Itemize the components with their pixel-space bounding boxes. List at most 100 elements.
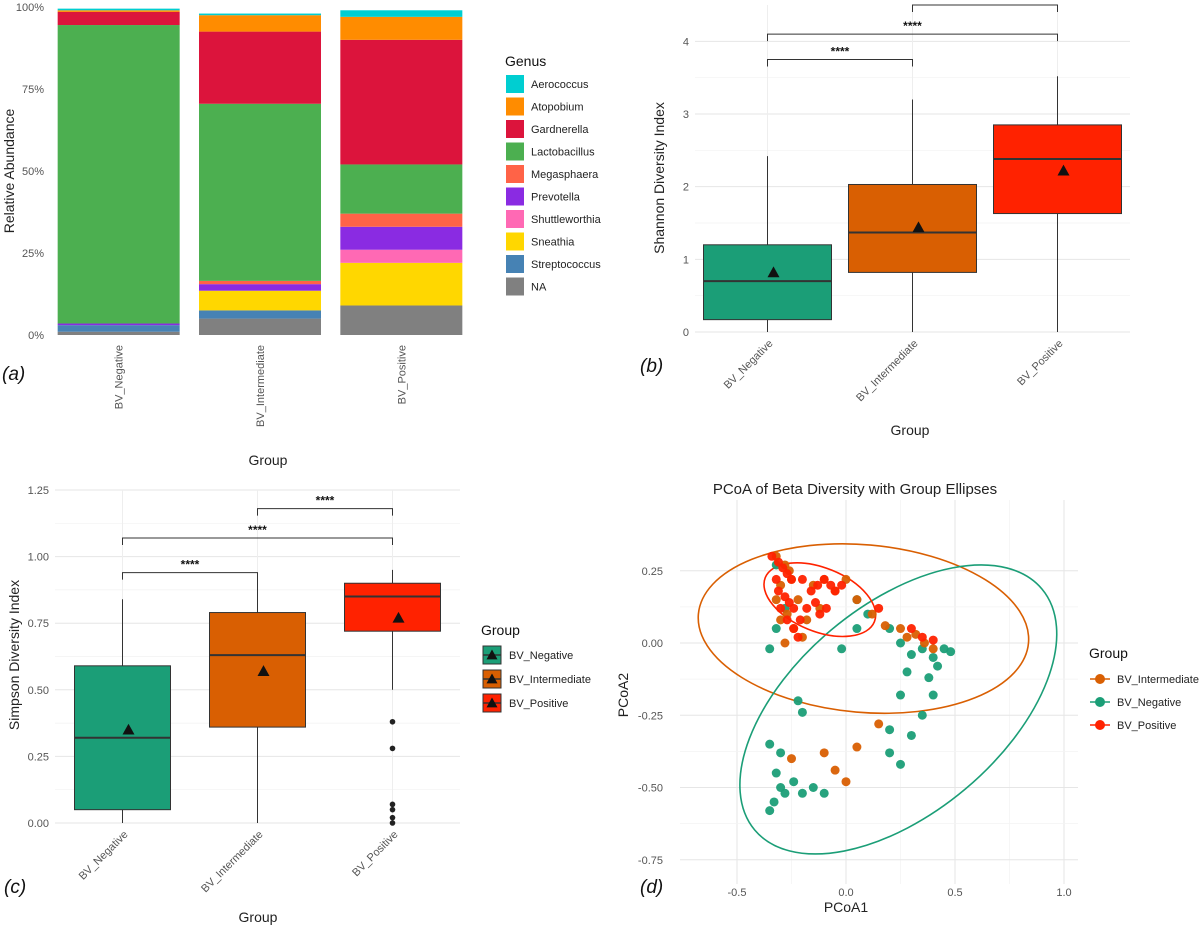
scatter-point-bv-positive-4 [787, 574, 796, 584]
legend-label-lactobacillus: Lactobacillus [531, 147, 595, 159]
bar-segment-bv-intermediate-atopobium [199, 15, 321, 32]
scatter-point-bv-intermediate-16 [867, 609, 877, 619]
y-tick-label-0: 0 [683, 327, 689, 339]
bar-segment-bv-intermediate-na [199, 318, 321, 335]
outlier-point-bv-positive-0 [389, 718, 396, 725]
box-bv-negative [703, 244, 832, 321]
legend-label-megasphaera: Megasphaera [531, 169, 599, 181]
x-axis-title: PCoA1 [824, 899, 869, 915]
legend-swatch-lactobacillus [506, 142, 524, 161]
y-tick-label-0: -0.75 [638, 855, 663, 867]
scatter-point-bv-intermediate-23 [874, 719, 884, 729]
scatter-point-bv-positive-8 [789, 603, 799, 613]
y-tick-label-3: 0.00 [642, 638, 663, 650]
x-tick-label-1: 0.0 [838, 887, 853, 899]
bar-segment-bv-intermediate-prevotella [199, 284, 321, 291]
scatter-point-bv-negative-20 [852, 624, 862, 634]
scatter-point-bv-negative-32 [789, 777, 799, 787]
significance-label-0: **** [181, 558, 200, 572]
y-tick-label-4: 4 [683, 36, 689, 48]
y-tick-label-5: 1.25 [28, 485, 49, 497]
scatter-point-bv-negative-16 [917, 710, 927, 720]
mean-marker-bv-intermediate [257, 665, 270, 676]
scatter-point-bv-positive-19 [810, 598, 820, 608]
y-tick-label-4: 0.25 [642, 566, 663, 578]
scatter-point-bv-intermediate-25 [819, 748, 829, 758]
scatter-point-bv-negative-21 [837, 644, 847, 654]
scatter-point-bv-negative-7 [896, 638, 905, 648]
legend-label-aerococcus: Aerococcus [531, 79, 589, 91]
bar-segment-bv-positive-shuttleworthia [340, 249, 463, 263]
significance-bracket-2 [912, 4, 1058, 12]
legend-label-bv-positive: BV_Positive [509, 698, 568, 710]
y-tick-label-1: 1 [683, 254, 689, 266]
scatter-point-bv-negative-13 [933, 661, 943, 671]
scatter-point-bv-negative-37 [885, 748, 895, 758]
legend-label-sneathia: Sneathia [531, 237, 575, 249]
confidence-ellipse-bv-intermediate [697, 543, 1030, 715]
scatter-point-bv-negative-12 [946, 647, 956, 657]
x-tick-label-2: 0.5 [947, 887, 962, 899]
panel-b-shannon-boxplot: 0 1 2 3 4 BV_Negative BV_Intermediate BV_Positi… [651, 0, 1130, 438]
scatter-point-bv-negative-27 [771, 768, 781, 778]
outlier-point-bv-positive-3 [389, 806, 396, 813]
confidence-ellipse-bv-positive [763, 562, 877, 638]
y-tick-label-1: 0.25 [28, 751, 49, 763]
x-tick-label-3: 1.0 [1056, 887, 1071, 899]
legend-swatch-sneathia [506, 232, 524, 251]
bar-segment-bv-positive-prevotella [340, 226, 463, 250]
scatter-point-bv-positive-22 [776, 603, 786, 613]
scatter-point-bv-positive-23 [793, 632, 803, 642]
scatter-point-bv-positive-27 [874, 603, 884, 613]
y-tick-label-2: 2 [683, 182, 689, 194]
legend-label-bv-intermediate: BV_Intermediate [1117, 674, 1199, 686]
scatter-point-bv-intermediate-19 [902, 632, 912, 642]
legend-swatch-prevotella [506, 187, 524, 206]
scatter-point-bv-positive-15 [819, 574, 829, 584]
scatter-point-bv-positive-21 [771, 574, 781, 584]
scatter-point-bv-negative-25 [765, 739, 775, 749]
scatter-point-bv-intermediate-27 [830, 765, 840, 775]
legend-label-gardnerella: Gardnerella [531, 124, 589, 136]
x-tick-label-bv-positive: BV_Positive [1015, 338, 1065, 388]
scatter-point-bv-positive-17 [830, 586, 840, 596]
scatter-point-bv-intermediate-9 [776, 615, 786, 625]
legend-swatch-mean-bv-intermediate [486, 673, 498, 684]
y-tick-label-2: -0.25 [638, 710, 663, 722]
bar-segment-bv-intermediate-aerococcus [199, 13, 321, 16]
y-tick-label-3: 75% [22, 84, 44, 96]
scatter-point-bv-negative-17 [906, 730, 916, 740]
scatter-point-bv-positive-13 [806, 586, 816, 596]
y-axis-title: Shannon Diversity Index [651, 102, 667, 254]
panel-label-d: (d) [640, 877, 663, 898]
scatter-point-bv-positive-28 [802, 603, 812, 613]
significance-label-2: **** [976, 0, 995, 4]
legend-swatch-streptococcus [506, 255, 524, 273]
legend-title: Group [481, 622, 520, 638]
bar-segment-bv-intermediate-sneathia [199, 290, 321, 311]
scatter-point-bv-intermediate-17 [880, 621, 890, 631]
mean-marker-bv-positive [1057, 164, 1070, 176]
legend-title: Genus [505, 53, 546, 69]
scatter-point-bv-negative-10 [928, 652, 938, 662]
bar-segment-bv-intermediate-gardnerella [199, 31, 321, 104]
legend-label-shuttleworthia: Shuttleworthia [531, 214, 602, 226]
y-tick-label-2: 0.50 [28, 685, 49, 697]
legend-label-bv-negative: BV_Negative [509, 650, 573, 662]
y-tick-label-3: 0.75 [28, 618, 49, 630]
bar-segment-bv-negative-aerococcus [57, 8, 180, 11]
x-tick-label-bv-negative: BV_Negative [722, 338, 776, 392]
bar-segment-bv-positive-atopobium [340, 16, 463, 40]
scatter-point-bv-negative-14 [924, 673, 934, 683]
scatter-point-bv-positive-25 [917, 632, 927, 642]
scatter-point-bv-negative-18 [896, 759, 905, 769]
bar-segment-bv-positive-gardnerella [340, 39, 463, 165]
x-tick-label-bv-positive: BV_Positive [396, 345, 408, 404]
bar-segment-bv-negative-prevotella [57, 323, 180, 326]
scatter-point-bv-positive-11 [795, 615, 805, 625]
legend-swatch-megasphaera [506, 165, 524, 183]
outlier-point-bv-positive-5 [389, 820, 396, 826]
panel-label-c: (c) [4, 877, 26, 898]
scatter-point-bv-negative-23 [793, 696, 803, 706]
